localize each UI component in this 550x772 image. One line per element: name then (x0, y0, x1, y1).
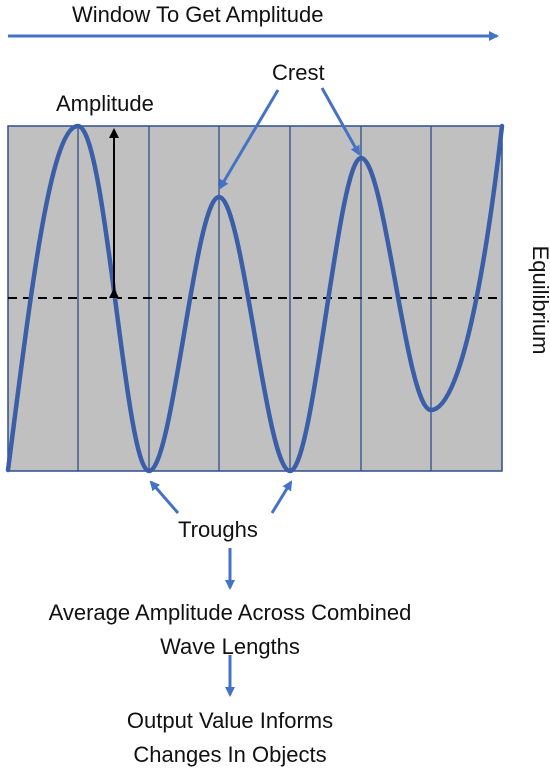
amplitude-label: Amplitude (56, 91, 154, 116)
crest-label: Crest (272, 60, 325, 85)
output-line-2: Changes In Objects (133, 742, 327, 767)
troughs-label: Troughs (178, 517, 258, 542)
average-amplitude-text: Average Amplitude Across Combined Wave L… (0, 596, 460, 664)
average-line-1: Average Amplitude Across Combined (48, 600, 412, 625)
equilibrium-label: Equilibrium (528, 245, 550, 355)
output-value-text: Output Value Informs Changes In Objects (0, 704, 460, 772)
trough-pointer-right (270, 480, 293, 514)
diagram-title: Window To Get Amplitude (72, 2, 324, 27)
wave-curve (5, 123, 505, 474)
crest-pointer-left (218, 89, 280, 190)
output-line-1: Output Value Informs (126, 708, 334, 733)
crest-pointer-right (320, 87, 361, 156)
average-line-2: Wave Lengths (160, 634, 300, 659)
trough-pointer-left (149, 480, 180, 514)
